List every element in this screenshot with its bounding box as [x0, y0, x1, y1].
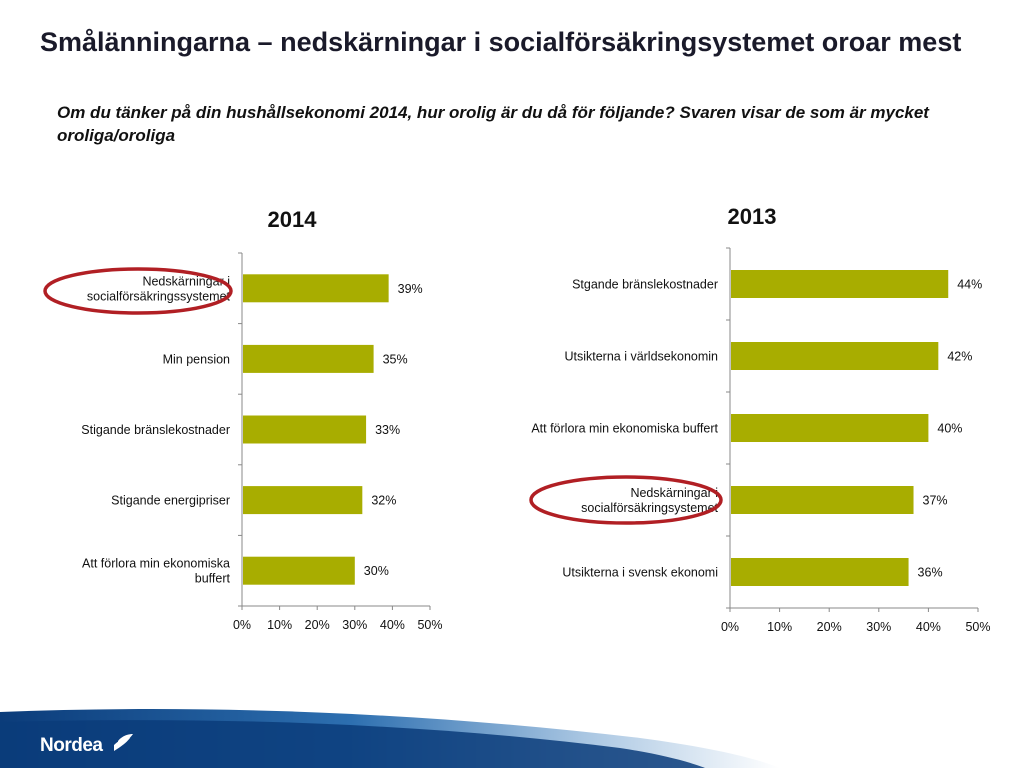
category-label: buffert	[195, 572, 231, 586]
x-tick-label: 50%	[417, 618, 442, 632]
x-tick-label: 20%	[305, 618, 330, 632]
page-title: Smålänningarna – nedskärningar i socialf…	[40, 27, 962, 57]
data-label: 33%	[375, 423, 400, 437]
page-subtitle: Om du tänker på din hushållsekonomi 2014…	[57, 103, 929, 145]
x-tick-label: 40%	[916, 620, 941, 634]
category-label: socialförsäkringssystemet	[87, 289, 231, 303]
x-tick-label: 10%	[767, 620, 792, 634]
bar	[731, 558, 909, 586]
x-tick-label: 0%	[721, 620, 739, 634]
bar	[243, 415, 367, 444]
data-label: 35%	[383, 352, 408, 366]
bar	[731, 270, 949, 298]
x-tick-label: 20%	[817, 620, 842, 634]
chart-title: 2013	[728, 204, 777, 229]
bar	[731, 486, 914, 514]
bar	[731, 414, 929, 442]
x-tick-label: 10%	[267, 618, 292, 632]
highlight-ellipse	[529, 475, 723, 525]
nordea-logo-icon	[114, 734, 133, 751]
category-label: Utsikterna i svensk ekonomi	[562, 566, 718, 580]
data-label: 42%	[947, 350, 972, 364]
data-label: 32%	[371, 494, 396, 508]
highlight-ellipse	[43, 267, 233, 315]
category-label: Att förlora min ekonomiska	[82, 557, 230, 571]
bar	[243, 344, 374, 373]
bar	[243, 556, 355, 585]
category-label: Stigande energipriser	[111, 494, 230, 508]
data-label: 37%	[923, 494, 948, 508]
x-tick-label: 50%	[965, 620, 990, 634]
nordea-logo-text: Nordea	[40, 735, 103, 756]
category-label: Utsikterna i världsekonomin	[564, 350, 718, 364]
category-label: Att förlora min ekonomiska buffert	[531, 422, 718, 436]
bar	[731, 342, 939, 370]
data-label: 40%	[937, 422, 962, 436]
chart-title: 2014	[268, 207, 318, 232]
category-label: Min pension	[163, 352, 230, 366]
data-label: 44%	[957, 278, 982, 292]
x-tick-label: 30%	[342, 618, 367, 632]
data-label: 36%	[918, 566, 943, 580]
bar	[243, 486, 363, 515]
category-label: Nedskärningar i	[630, 486, 718, 500]
x-tick-label: 0%	[233, 618, 251, 632]
x-tick-label: 30%	[866, 620, 891, 634]
data-label: 30%	[364, 564, 389, 578]
data-label: 39%	[398, 282, 423, 296]
x-tick-label: 40%	[380, 618, 405, 632]
bar	[243, 274, 389, 303]
category-label: Stgande bränslekostnader	[572, 278, 718, 292]
category-label: Stigande bränslekostnader	[81, 423, 230, 437]
category-label: socialförsäkringsystemet	[581, 501, 718, 515]
